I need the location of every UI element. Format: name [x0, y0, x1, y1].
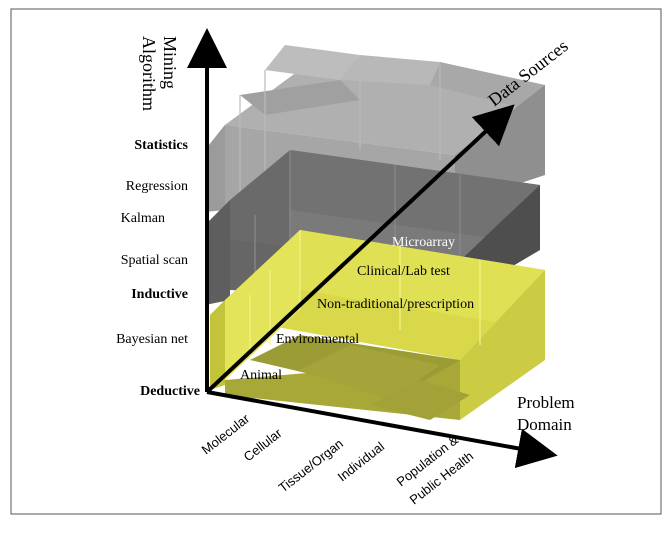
- x-axis-arrow: [206, 390, 558, 469]
- algo-level-label: Spatial scan: [121, 253, 188, 268]
- x-axis-title-line1: Problem: [517, 393, 575, 412]
- bottom-layer-cubes: [210, 230, 545, 420]
- data-source-label: Non-traditional/prescription: [317, 297, 474, 312]
- algo-level-label: Regression: [126, 179, 188, 194]
- data-source-label: Microarray: [392, 235, 455, 250]
- x-axis-title-line2: Domain: [517, 415, 572, 434]
- algo-level-label: Deductive: [140, 384, 200, 399]
- algo-level-label: Statistics: [134, 138, 188, 153]
- algo-level-label: Kalman: [121, 211, 165, 226]
- algo-level-label: Bayesian net: [116, 332, 188, 347]
- algorithm-levels: Statistics Regression Kalman Spatial sca…: [116, 138, 200, 399]
- data-source-label: Animal: [240, 368, 282, 383]
- z-axis-arrow: [205, 104, 515, 394]
- y-axis-title-line1: Mining: [160, 36, 180, 89]
- data-source-label: Environmental: [276, 332, 359, 347]
- algo-level-label: Inductive: [131, 287, 188, 302]
- data-source-label: Clinical/Lab test: [357, 264, 450, 279]
- data-source-labels: Animal Environmental Non-traditional/pre…: [240, 235, 474, 383]
- y-axis-title-line2: Algorithm: [139, 36, 159, 111]
